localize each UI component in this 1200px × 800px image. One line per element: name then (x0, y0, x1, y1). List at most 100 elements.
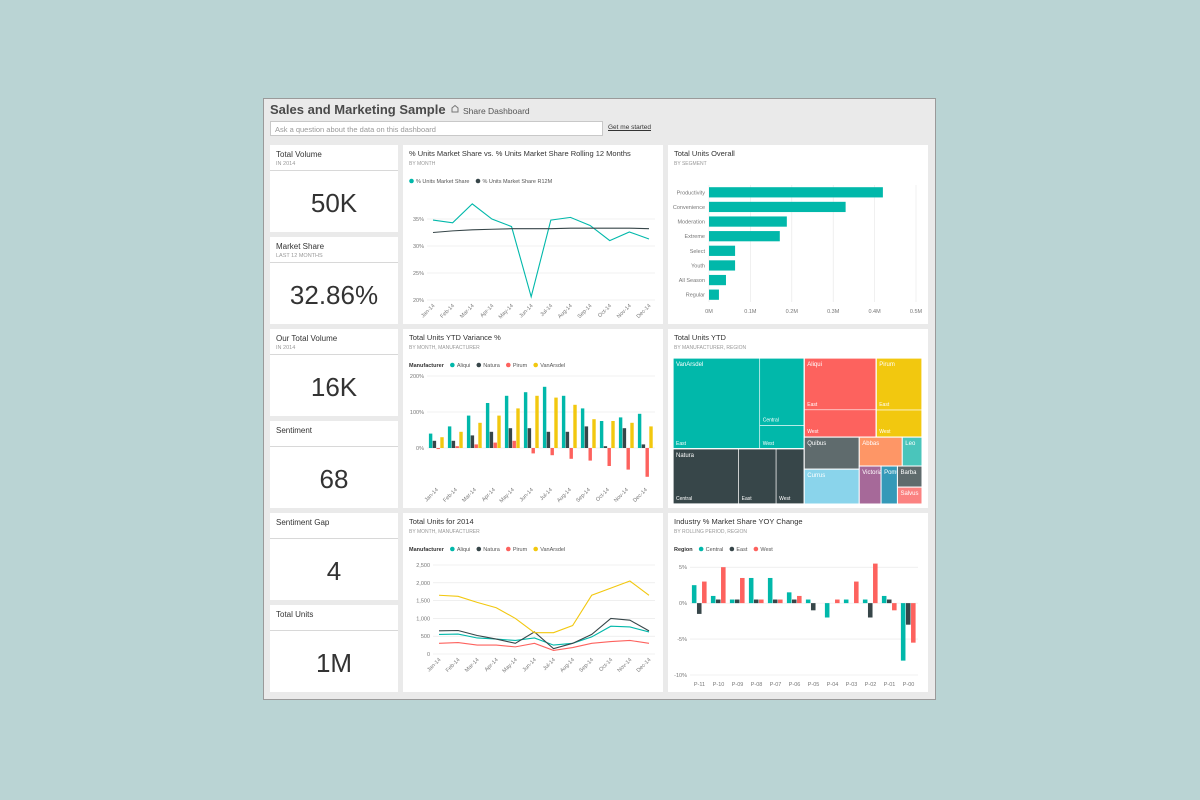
bar (580, 408, 585, 448)
x-tick-label: Mar-14 (464, 657, 481, 674)
x-tick-label: Feb-14 (445, 657, 462, 674)
treemap-region-label: East (676, 441, 687, 447)
kpi-value: 68 (319, 464, 349, 494)
bar (569, 448, 573, 459)
bar (645, 448, 649, 477)
treemap-label: Quibus (807, 441, 826, 447)
y-tick-label: Select (690, 249, 706, 255)
bar (546, 431, 551, 448)
kpi-tile: Sentiment 68 (270, 421, 398, 508)
y-tick-label: 30% (413, 244, 424, 250)
bar (759, 599, 764, 604)
bar (911, 603, 916, 643)
treemap-label: Abbas (862, 441, 879, 447)
y-tick-label: 20% (413, 298, 424, 304)
treemap-cell (875, 357, 923, 411)
bar (702, 581, 707, 604)
treemap-cell (803, 468, 860, 505)
bar (535, 395, 539, 448)
kpi-subtitle: LAST 12 MONTHS (276, 253, 323, 259)
kpi-title: Our Total Volume (276, 334, 338, 343)
bar (709, 187, 883, 198)
legend-label: Natura (483, 547, 500, 553)
bar (637, 413, 642, 448)
kpi-divider (270, 354, 398, 355)
bar (709, 274, 726, 286)
x-tick-label: Jan-14 (426, 657, 442, 673)
bar (599, 421, 604, 448)
x-tick-label: P-07 (770, 682, 782, 688)
x-tick-label: Feb-14 (442, 487, 459, 504)
treemap-label: Pirum (879, 362, 895, 368)
y-tick-label: 100% (410, 410, 424, 416)
legend-title: Manufacturer (409, 363, 445, 369)
share-icon[interactable] (450, 104, 460, 114)
bar (797, 595, 802, 604)
y-tick-label: -5% (677, 637, 687, 643)
chart-title: Total Units Overall (674, 149, 735, 158)
legend-marker (476, 546, 482, 552)
x-tick-label: Jan-14 (424, 487, 440, 503)
bar (709, 289, 719, 300)
x-tick-label: P-03 (846, 682, 858, 688)
kpi-tile: Our Total Volume IN 2014 16K (270, 329, 398, 416)
get-started-link[interactable]: Get me started (608, 124, 651, 131)
y-tick-label: Convenience (673, 205, 705, 211)
legend-label: Aliqui (457, 547, 470, 553)
bar (721, 567, 726, 604)
line-series (432, 227, 650, 234)
chart-tile: Industry % Market Share YOY Change BY ROL… (668, 513, 928, 692)
x-tick-label: 0.3M (827, 309, 840, 315)
treemap-label: Salvus (900, 491, 918, 497)
bar (504, 395, 509, 448)
bar (715, 599, 721, 604)
treemap-label: Barba (900, 470, 917, 476)
bar (531, 448, 535, 454)
treemap-region-label: Central (763, 417, 779, 423)
bar (881, 595, 887, 604)
chart-subtitle: BY MANUFACTURER, REGION (674, 345, 747, 351)
x-tick-label: Oct-14 (595, 487, 611, 503)
kpi-divider (270, 170, 398, 171)
chart-tile: Total Units Overall BY SEGMENT 0M 0.1M 0.2M 0… (668, 145, 928, 324)
legend-label: Central (706, 547, 724, 553)
bar (772, 599, 778, 604)
bar (470, 435, 475, 448)
kpi-tile: Market Share LAST 12 MONTHS 32.86% (270, 237, 398, 324)
y-tick-label: 200% (410, 374, 424, 380)
x-tick-label: May-14 (502, 657, 519, 674)
chart-title: Total Units for 2014 (409, 517, 474, 526)
chart-title: Industry % Market Share YOY Change (674, 517, 803, 526)
x-tick-label: P-04 (827, 682, 839, 688)
bar (892, 603, 897, 611)
x-tick-label: P-00 (903, 682, 915, 688)
treemap-cell (672, 357, 761, 450)
bar (618, 417, 623, 448)
qa-input[interactable]: Ask a question about the data on this da… (270, 121, 603, 136)
x-tick-label: 0.4M (868, 309, 881, 315)
chart-tile: Total Units YTD Variance % BY MONTH, MANU… (403, 329, 663, 508)
x-tick-label: P-02 (865, 682, 877, 688)
y-tick-label: Productivity (677, 190, 706, 196)
treemap-region-label: West (807, 429, 819, 435)
legend-title: Manufacturer (409, 547, 445, 553)
treemap-label: Leo (905, 441, 916, 447)
legend-marker (506, 362, 511, 368)
y-tick-label: 1,500 (416, 599, 430, 605)
bar (512, 440, 516, 448)
bar (729, 599, 735, 604)
y-tick-label: 0 (427, 652, 430, 658)
share-dashboard[interactable]: Share Dashboard (463, 106, 530, 116)
bar (778, 599, 783, 604)
legend-label: Aliqui (457, 363, 470, 369)
bar (622, 428, 627, 448)
chart-subtitle: BY MONTH (409, 161, 436, 167)
treemap-region-label: West (879, 429, 891, 435)
x-tick-label: May-14 (499, 487, 516, 504)
x-tick-label: P-11 (694, 682, 705, 688)
bar (573, 404, 577, 448)
x-tick-label: Sep-14 (578, 657, 595, 674)
bar (459, 431, 463, 448)
y-tick-label: Youth (691, 263, 705, 269)
